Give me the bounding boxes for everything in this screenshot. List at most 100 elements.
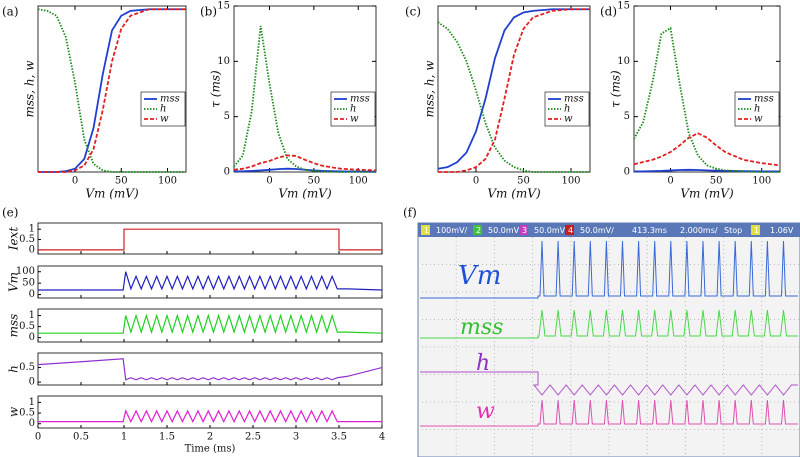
x-tick-label: 50 <box>710 176 723 187</box>
series-line <box>437 8 590 170</box>
x-axis-label: Time (ms) <box>185 444 236 455</box>
y-tick-label: 10 <box>617 56 630 67</box>
x-tick-label: 2 <box>207 432 213 443</box>
axes-frame <box>37 352 383 386</box>
y-tick-label: 0 <box>224 167 230 178</box>
x-tick-label: 100 <box>752 176 771 187</box>
header-text: 2.000ms/ <box>680 226 718 235</box>
legend-label: w <box>350 114 359 125</box>
y-tick-label: 0 <box>29 418 35 429</box>
axes-frame <box>233 5 377 173</box>
channel-badge <box>473 225 482 235</box>
x-tick-label: 3.5 <box>331 432 347 443</box>
channel-badge <box>421 225 430 235</box>
series-line <box>233 167 377 173</box>
header-text: 1 <box>424 226 429 235</box>
y-tick-label: 0.5 <box>19 234 35 245</box>
y-axis-label: h <box>7 365 21 373</box>
scope-trace <box>420 371 798 396</box>
legend-label: h <box>350 104 356 115</box>
header-text: 3 <box>522 226 527 235</box>
x-tick-label: 3 <box>293 432 299 443</box>
x-tick-label: 50 <box>517 176 530 187</box>
y-tick-label: 0 <box>29 244 35 255</box>
axes-frame <box>437 5 591 173</box>
series-line <box>37 358 383 381</box>
legend-label: w <box>754 114 763 125</box>
header-text: 1.06V <box>770 226 794 235</box>
legend-label: mss <box>350 94 370 105</box>
series-line <box>38 313 383 335</box>
series-line <box>633 26 780 173</box>
y-tick-label: 15 <box>617 1 630 12</box>
channel-badge <box>751 225 760 235</box>
header-text: 50.0mV/ <box>580 226 614 235</box>
x-tick-label: 0 <box>72 176 78 187</box>
legend-label: mss <box>754 94 774 105</box>
legend-label: w <box>160 114 169 125</box>
legend-label: mss <box>160 94 180 105</box>
series-line <box>233 154 377 172</box>
y-tick-label: 1 <box>29 224 35 235</box>
trace-label: Vm <box>458 261 501 291</box>
x-axis-label: Vm (mV) <box>85 187 139 201</box>
y-tick-label: 1 <box>29 397 35 408</box>
legend-label: h <box>160 104 166 115</box>
y-tick-label: 5 <box>224 111 230 122</box>
y-axis-label: Iext <box>7 227 21 252</box>
series-line <box>38 409 382 423</box>
channel-badge <box>519 225 528 235</box>
header-text: 413.3ms <box>632 226 667 235</box>
y-tick-label: 0.5 <box>19 362 35 373</box>
axes-frame <box>37 222 383 255</box>
x-tick-label: 0 <box>473 176 479 187</box>
header-text: 50.0mV/ <box>488 226 522 235</box>
y-axis-label: mss, h, w <box>23 60 37 118</box>
x-axis-label: Vm (mV) <box>487 187 541 201</box>
series-line <box>633 132 781 167</box>
legend-box <box>734 91 780 127</box>
y-tick-label: 50 <box>22 278 35 289</box>
x-tick-label: 0 <box>667 176 673 187</box>
panel-label: (b) <box>200 5 217 19</box>
y-tick-label: 10 <box>217 56 230 67</box>
trace-label: w <box>476 399 495 424</box>
x-tick-label: 0 <box>35 432 41 443</box>
x-tick-label: 100 <box>158 176 177 187</box>
header-text: 1 <box>754 226 759 235</box>
axes-frame <box>37 395 383 429</box>
y-axis-label: w <box>7 406 21 417</box>
x-tick-label: 1 <box>121 432 127 443</box>
axes-frame <box>37 308 383 343</box>
y-axis-label: Vm <box>7 272 21 292</box>
series-line <box>437 21 590 173</box>
y-tick-label: 0.5 <box>19 321 35 332</box>
panel-label: (d) <box>600 5 617 19</box>
y-tick-label: 15 <box>217 1 230 12</box>
x-tick-label: 100 <box>349 176 368 187</box>
y-tick-label: 0.5 <box>19 408 35 419</box>
channel-badge <box>565 225 574 235</box>
trace-label: mss <box>460 315 503 340</box>
y-tick-label: 100 <box>16 266 35 277</box>
scope-trace <box>420 309 798 339</box>
scope-trace <box>420 399 798 427</box>
panel-label: (a) <box>2 5 19 19</box>
x-tick-label: 100 <box>561 176 580 187</box>
panel-label: (e) <box>2 206 18 220</box>
y-tick-label: 0 <box>624 167 630 178</box>
y-tick-label: 0 <box>29 332 35 343</box>
x-tick-label: 4 <box>379 432 385 443</box>
legend-label: mss <box>564 94 584 105</box>
y-tick-label: 0 <box>29 377 35 388</box>
y-tick-label: 1 <box>29 310 35 321</box>
trace-label: h <box>476 351 490 376</box>
y-axis-label: mss, h, w <box>423 60 437 118</box>
header-text: 100mV/ <box>436 226 468 235</box>
x-tick-label: 1.5 <box>159 432 175 443</box>
y-axis-label: τ (ms) <box>609 70 623 108</box>
header-text: 2 <box>476 226 481 235</box>
x-tick-label: 50 <box>115 176 128 187</box>
header-text: 50.0mV/ <box>534 226 568 235</box>
header-text: Stop <box>724 226 742 235</box>
